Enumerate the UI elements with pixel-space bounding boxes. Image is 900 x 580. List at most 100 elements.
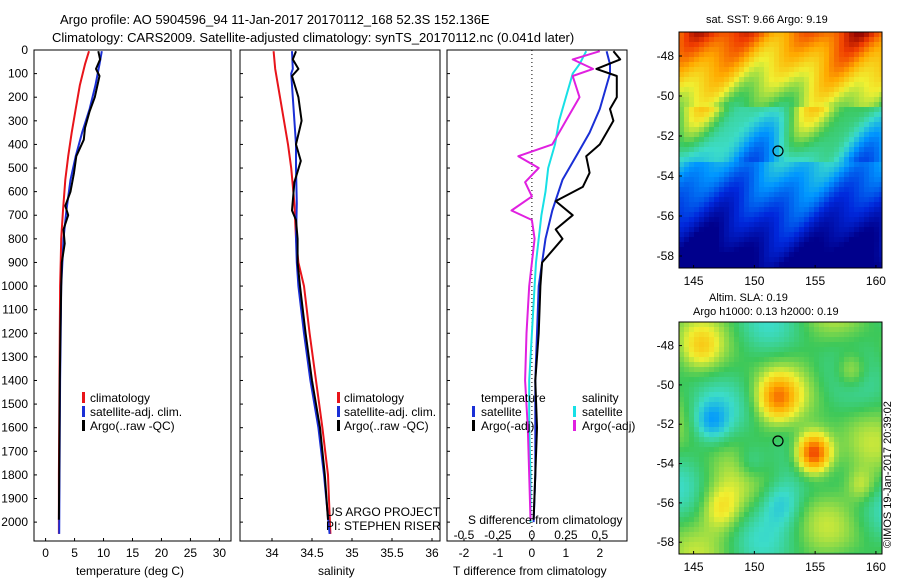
sst-cell [734,152,740,158]
sla-cell [764,347,770,353]
sst-cell [844,47,850,53]
sla-cell [709,502,715,508]
sst-cell [754,152,760,158]
sst-cell [724,217,730,223]
sla-cell [864,332,870,338]
sla-cell [829,397,835,403]
sla-cell [729,552,735,554]
sst-cell [869,152,875,158]
sst-cell [709,32,715,38]
sst-cell [719,217,725,223]
sla-cell [694,347,700,353]
sla-cell [814,402,820,408]
sla-cell [864,407,870,413]
sst-cell [834,117,840,123]
sst-cell [879,112,882,118]
sst-cell [794,172,800,178]
sla-cell [864,387,870,393]
sst-cell [679,182,685,188]
sst-cell [734,232,740,238]
sst-cell [879,162,882,168]
sla-cell [829,402,835,408]
sst-cell [684,72,690,78]
sla-cell [744,402,750,408]
sst-cell [749,112,755,118]
sst-cell [849,122,855,128]
sla-cell [719,467,725,473]
sla-cell [789,432,795,438]
sst-cell [724,142,730,148]
sst-cell [754,197,760,203]
sla-cell [744,432,750,438]
sla-cell [844,417,850,423]
sst-cell [714,67,720,73]
sla-cell [694,512,700,518]
sst-map [679,32,882,268]
sla-cell [759,502,765,508]
sst-cell [724,82,730,88]
sst-cell [734,177,740,183]
sla-cell [829,372,835,378]
sla-cell [799,342,805,348]
sla-cell [844,332,850,338]
sst-cell [774,207,780,213]
sla-cell [859,552,865,554]
sla-cell [769,432,775,438]
sla-cell [779,522,785,528]
sla-cell [804,537,810,543]
sst-cell [709,132,715,138]
sst-cell [684,57,690,63]
sst-cell [859,67,865,73]
sst-cell [804,112,810,118]
sla-cell [689,382,695,388]
sst-cell [874,132,880,138]
sla-cell [849,337,855,343]
sst-cell [874,127,880,133]
sla-cell [754,362,760,368]
sst-cell [754,67,760,73]
sst-cell [814,207,820,213]
sla-cell [724,427,730,433]
sst-cell [854,162,860,168]
sst-cell [754,227,760,233]
sla-cell [799,552,805,554]
sla-cell [719,337,725,343]
sla-cell [774,407,780,413]
sla-cell [874,422,880,428]
sst-cell [704,217,710,223]
sla-cell [774,487,780,493]
sst-cell [779,157,785,163]
sla-cell [694,337,700,343]
sst-cell [734,192,740,198]
sst-cell [849,257,855,263]
sla-map-title-2: Argo h1000: 0.13 h2000: 0.19 [693,306,839,318]
sst-cell [859,167,865,173]
sla-cell [839,387,845,393]
sla-cell [869,522,875,528]
sst-cell [684,87,690,93]
sst-cell [734,67,740,73]
sla-cell [749,347,755,353]
sla-cell [784,517,790,523]
sla-cell [854,402,860,408]
sst-cell [719,122,725,128]
sst-cell [874,72,880,78]
sla-cell [869,392,875,398]
sla-cell [699,487,705,493]
sst-cell [874,252,880,258]
sla-cell [719,527,725,533]
sst-cell [739,162,745,168]
sla-cell [799,352,805,358]
sst-cell [694,202,700,208]
sst-cell [724,117,730,123]
sst-cell [774,77,780,83]
sla-cell [834,507,840,513]
sla-cell [864,362,870,368]
sst-cell [769,197,775,203]
sla-cell [749,432,755,438]
sst-cell [834,147,840,153]
sst-cell [849,82,855,88]
sst-cell [729,147,735,153]
sla-cell [799,422,805,428]
sst-cell [739,207,745,213]
